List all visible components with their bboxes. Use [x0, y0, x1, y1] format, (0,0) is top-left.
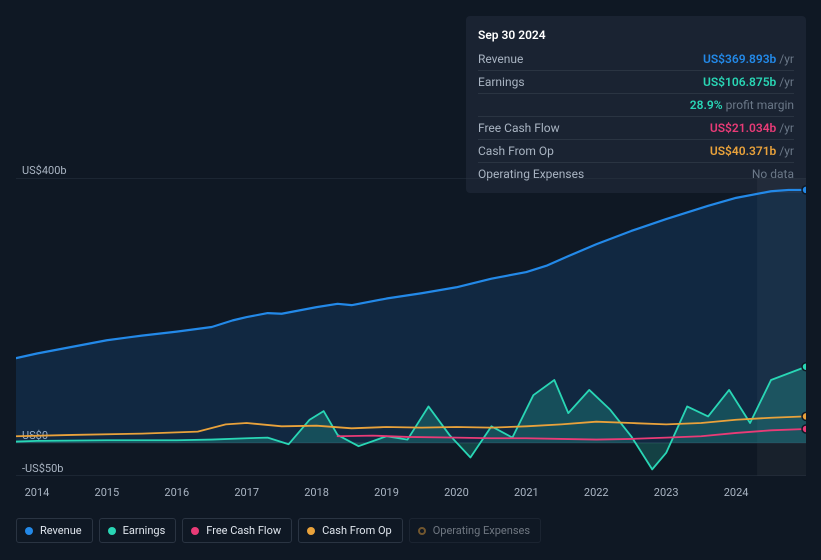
- x-tick: 2021: [514, 486, 539, 499]
- x-tick: 2024: [724, 486, 749, 499]
- summary-tooltip: Sep 30 2024 Revenue US$369.893b /yr Earnin…: [466, 16, 806, 193]
- legend-label: Earnings: [123, 524, 166, 537]
- legend-label: Revenue: [40, 524, 82, 537]
- tooltip-row: Earnings US$106.875b /yr: [478, 70, 794, 93]
- legend-item-revenue[interactable]: Revenue: [16, 518, 93, 543]
- tooltip-row: Free Cash Flow US$21.034b /yr: [478, 116, 794, 139]
- x-tick: 2016: [164, 486, 189, 499]
- x-tick: 2020: [444, 486, 469, 499]
- fcf-marker-icon: [191, 527, 199, 535]
- x-tick: 2019: [374, 486, 399, 499]
- x-tick: 2023: [654, 486, 679, 499]
- legend-item-earnings[interactable]: Earnings: [99, 518, 177, 543]
- x-axis: 2014 2015 2016 2017 2018 2019 2020 2021 2022 2023…: [16, 486, 806, 504]
- tooltip-value: US$21.034b /yr: [710, 121, 794, 135]
- cfo-marker-icon: [307, 527, 315, 535]
- chart-legend: Revenue Earnings Free Cash Flow Cash From O…: [16, 518, 541, 543]
- tooltip-label: Earnings: [478, 75, 525, 89]
- tooltip-row: Revenue US$369.893b /yr: [478, 48, 794, 70]
- x-tick: 2014: [25, 486, 50, 499]
- legend-label: Operating Expenses: [433, 524, 530, 537]
- tooltip-row: Cash From Op US$40.371b /yr: [478, 139, 794, 162]
- opex-marker-icon: [418, 527, 426, 535]
- earnings-marker-icon: [108, 527, 116, 535]
- tooltip-value: US$106.875b /yr: [703, 75, 794, 89]
- legend-label: Free Cash Flow: [206, 524, 281, 537]
- tooltip-row: 28.9% profit margin: [478, 93, 794, 116]
- legend-label: Cash From Op: [322, 524, 392, 537]
- tooltip-label: Revenue: [478, 52, 523, 66]
- tooltip-value: 28.9% profit margin: [690, 98, 794, 112]
- x-tick: 2017: [234, 486, 259, 499]
- tooltip-value: US$40.371b /yr: [710, 144, 794, 158]
- x-tick: 2022: [584, 486, 609, 499]
- tooltip-value: US$369.893b /yr: [703, 52, 794, 66]
- earnings-chart[interactable]: [16, 178, 806, 476]
- legend-item-opex[interactable]: Operating Expenses: [409, 518, 541, 543]
- y-axis-label: US$400b: [22, 164, 67, 177]
- x-tick: 2015: [95, 486, 120, 499]
- tooltip-date: Sep 30 2024: [478, 24, 794, 48]
- x-tick: 2018: [304, 486, 329, 499]
- tooltip-label: Free Cash Flow: [478, 121, 560, 135]
- legend-item-fcf[interactable]: Free Cash Flow: [182, 518, 292, 543]
- tooltip-label: Cash From Op: [478, 144, 554, 158]
- revenue-marker-icon: [25, 527, 33, 535]
- legend-item-cfo[interactable]: Cash From Op: [298, 518, 403, 543]
